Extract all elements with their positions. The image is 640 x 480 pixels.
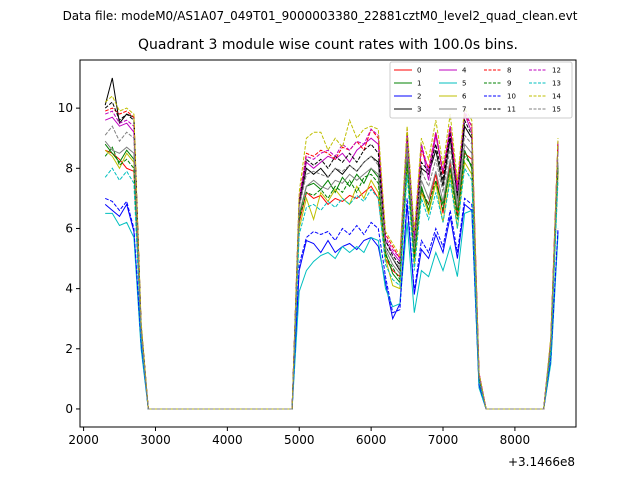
y-tick-label: 0: [65, 402, 73, 416]
legend-label-10: 10: [507, 93, 516, 101]
y-tick-label: 6: [65, 221, 73, 235]
legend-label-0: 0: [417, 67, 421, 75]
series-line-14: [104, 95, 559, 410]
series-line-12: [105, 109, 559, 410]
legend-label-2: 2: [417, 93, 421, 101]
legend-label-9: 9: [507, 80, 511, 88]
x-tick-label: 6000: [356, 433, 387, 447]
legend-label-14: 14: [552, 93, 561, 101]
series-line-0: [104, 149, 559, 410]
legend-label-6: 6: [462, 93, 467, 101]
legend-label-5: 5: [462, 80, 466, 88]
legend-label-12: 12: [552, 67, 561, 75]
legend-label-4: 4: [462, 67, 467, 75]
x-tick-label: 8000: [500, 433, 531, 447]
series-line-2: [104, 203, 559, 410]
series-line-4: [105, 113, 559, 410]
y-tick-label: 2: [65, 342, 73, 356]
series-line-15: [104, 125, 559, 410]
x-tick-label: 2000: [68, 433, 99, 447]
x-offset-label: +3.1466e8: [508, 455, 575, 469]
series-line-5: [105, 209, 559, 410]
legend-label-13: 13: [552, 80, 561, 88]
x-tick-label: 5000: [284, 433, 315, 447]
legend-label-8: 8: [507, 67, 511, 75]
plot-frame: [79, 59, 577, 428]
series-line-6: [104, 149, 559, 410]
legend-label-15: 15: [552, 106, 561, 114]
legend-box: [389, 61, 573, 119]
series-line-7: [104, 140, 559, 410]
series-line-3: [104, 77, 559, 410]
legend-label-1: 1: [417, 80, 421, 88]
series-line-13: [104, 166, 559, 410]
x-tick-label: 4000: [212, 433, 243, 447]
x-tick-label: 3000: [140, 433, 171, 447]
y-tick-label: 8: [65, 161, 73, 175]
series-line-1: [104, 143, 559, 410]
x-tick-label: 7000: [428, 433, 459, 447]
figure-suptitle: Data file: modeM0/AS1A07_049T01_90000033…: [63, 9, 578, 23]
y-tick-label: 10: [58, 101, 73, 115]
chart-title: Quadrant 3 module wise count rates with …: [138, 37, 518, 53]
legend-label-3: 3: [417, 106, 421, 114]
legend-label-11: 11: [507, 106, 516, 114]
series-line-10: [105, 197, 559, 410]
series-layer: [104, 77, 559, 410]
legend-label-7: 7: [462, 106, 466, 114]
y-tick-label: 4: [65, 282, 73, 296]
